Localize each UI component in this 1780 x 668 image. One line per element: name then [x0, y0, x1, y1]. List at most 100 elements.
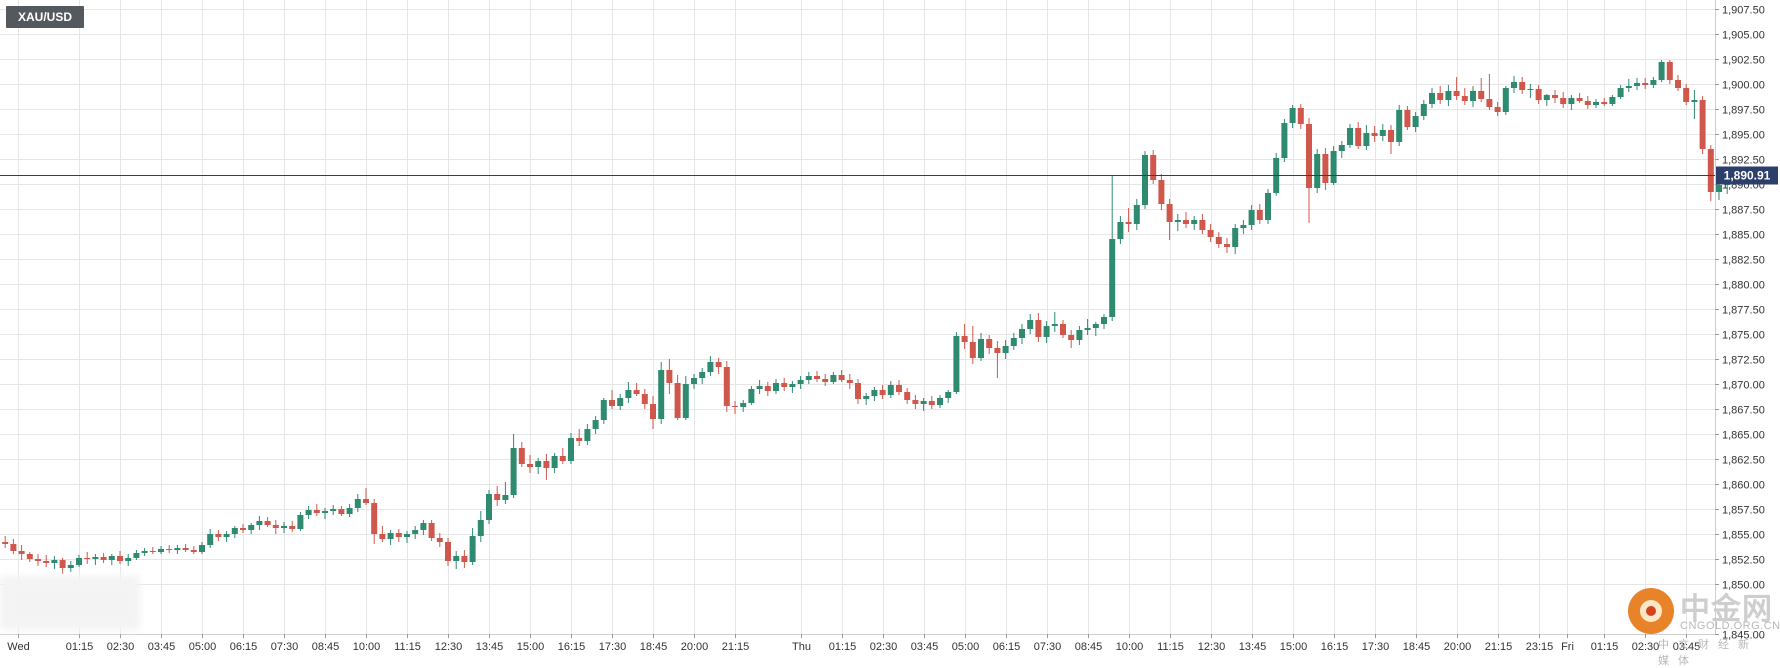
candle-up — [871, 387, 878, 401]
candle-up — [887, 381, 894, 398]
candle-down — [1297, 104, 1304, 129]
candle-down — [1666, 60, 1673, 84]
candle-body — [1543, 95, 1550, 100]
candle-up — [469, 528, 476, 565]
candle-body — [633, 390, 640, 394]
candle-up — [174, 545, 181, 554]
candle-down — [182, 544, 189, 552]
candle-up — [1625, 79, 1632, 92]
y-tick-label: 1,845.00 — [1722, 630, 1765, 642]
candle-body — [182, 548, 189, 550]
candle-body — [10, 544, 17, 551]
candle-body — [1625, 86, 1632, 88]
candle-body — [1215, 237, 1222, 244]
candle-body — [1150, 155, 1157, 180]
candle-up — [1338, 141, 1345, 158]
candle-body — [1716, 185, 1722, 192]
candle-up — [748, 386, 755, 405]
candle-up — [863, 393, 870, 405]
candle-down — [1707, 145, 1714, 201]
candle-up — [1191, 216, 1198, 230]
candle-up — [199, 542, 205, 554]
candle-up — [1010, 333, 1017, 350]
y-tick-label: 1,857.50 — [1722, 505, 1765, 517]
candle-up — [978, 333, 984, 361]
candle-up — [1027, 314, 1034, 334]
candle-body — [518, 448, 525, 464]
x-tick-label: 13:45 — [476, 641, 504, 653]
candle-body — [961, 336, 968, 342]
candle-body — [584, 429, 591, 441]
candle-down — [543, 454, 550, 480]
candle-down — [190, 546, 197, 554]
candle-body — [592, 420, 599, 429]
candle-body — [486, 494, 492, 520]
candle-down — [1256, 204, 1263, 224]
candle-body — [1109, 239, 1116, 317]
candle-down — [240, 524, 246, 533]
candle-body — [1355, 128, 1362, 146]
candle-body — [2, 542, 9, 544]
candle-down — [814, 371, 820, 382]
candle-body — [371, 503, 378, 534]
candle-body — [600, 400, 607, 420]
candle-up — [1617, 85, 1624, 99]
candle-body — [223, 534, 230, 537]
y-tick-label: 1,875.00 — [1722, 330, 1765, 342]
candle-down — [1388, 125, 1394, 154]
y-tick-label: 1,870.00 — [1722, 380, 1765, 392]
candle-body — [1535, 89, 1542, 100]
y-axis: 1,907.50 1,905.00 1,902.50 1,900.00 1,897.50… — [1715, 5, 1765, 642]
candle-up — [92, 554, 99, 565]
candle-body — [190, 550, 197, 552]
candle-body — [117, 556, 123, 561]
candle-up — [67, 561, 74, 572]
candle-body — [1035, 320, 1042, 337]
candle-body — [830, 375, 837, 382]
candle-body — [51, 560, 58, 563]
candle-down — [879, 385, 886, 399]
candle-down — [715, 358, 722, 374]
candle-up — [1273, 153, 1280, 196]
candle-body — [969, 342, 976, 358]
candle-body — [363, 499, 369, 503]
candle-body — [322, 511, 328, 513]
candle-body — [428, 523, 435, 538]
candle-up — [1412, 112, 1419, 132]
candle-body — [699, 372, 706, 378]
candle-body — [149, 551, 156, 552]
candle-body — [108, 556, 115, 560]
candle-body — [100, 557, 107, 560]
candle-down — [1035, 313, 1042, 342]
candle-body — [1478, 91, 1485, 99]
candle-body — [781, 383, 788, 387]
candle-body — [84, 558, 91, 559]
candle-body — [1347, 128, 1353, 145]
x-tick-label: 05:00 — [189, 641, 217, 653]
x-tick-label: 03:45 — [148, 641, 176, 653]
candle-down — [289, 521, 296, 532]
candle-up — [1314, 149, 1321, 193]
candle-body — [1142, 155, 1148, 205]
candle-down — [1601, 98, 1608, 106]
candle-up — [953, 332, 960, 394]
candle-up — [1232, 224, 1239, 254]
candle-body — [1060, 324, 1066, 335]
candle-body — [1584, 101, 1591, 105]
candle-body — [887, 385, 894, 395]
candle-body — [920, 401, 927, 404]
candle-down — [428, 520, 435, 541]
candle-body — [240, 528, 246, 530]
watermark-title: 中金网 — [1680, 593, 1773, 626]
candle-body — [1289, 108, 1296, 123]
candle-body — [26, 554, 33, 559]
candle-up — [1084, 319, 1091, 335]
candle-body — [1502, 88, 1509, 112]
candle-up — [1470, 86, 1476, 107]
candle-body — [732, 406, 738, 407]
candle-up — [502, 482, 509, 504]
y-tick-label: 1,865.00 — [1722, 430, 1765, 442]
candle-body — [814, 376, 820, 379]
candle-body — [838, 375, 845, 380]
